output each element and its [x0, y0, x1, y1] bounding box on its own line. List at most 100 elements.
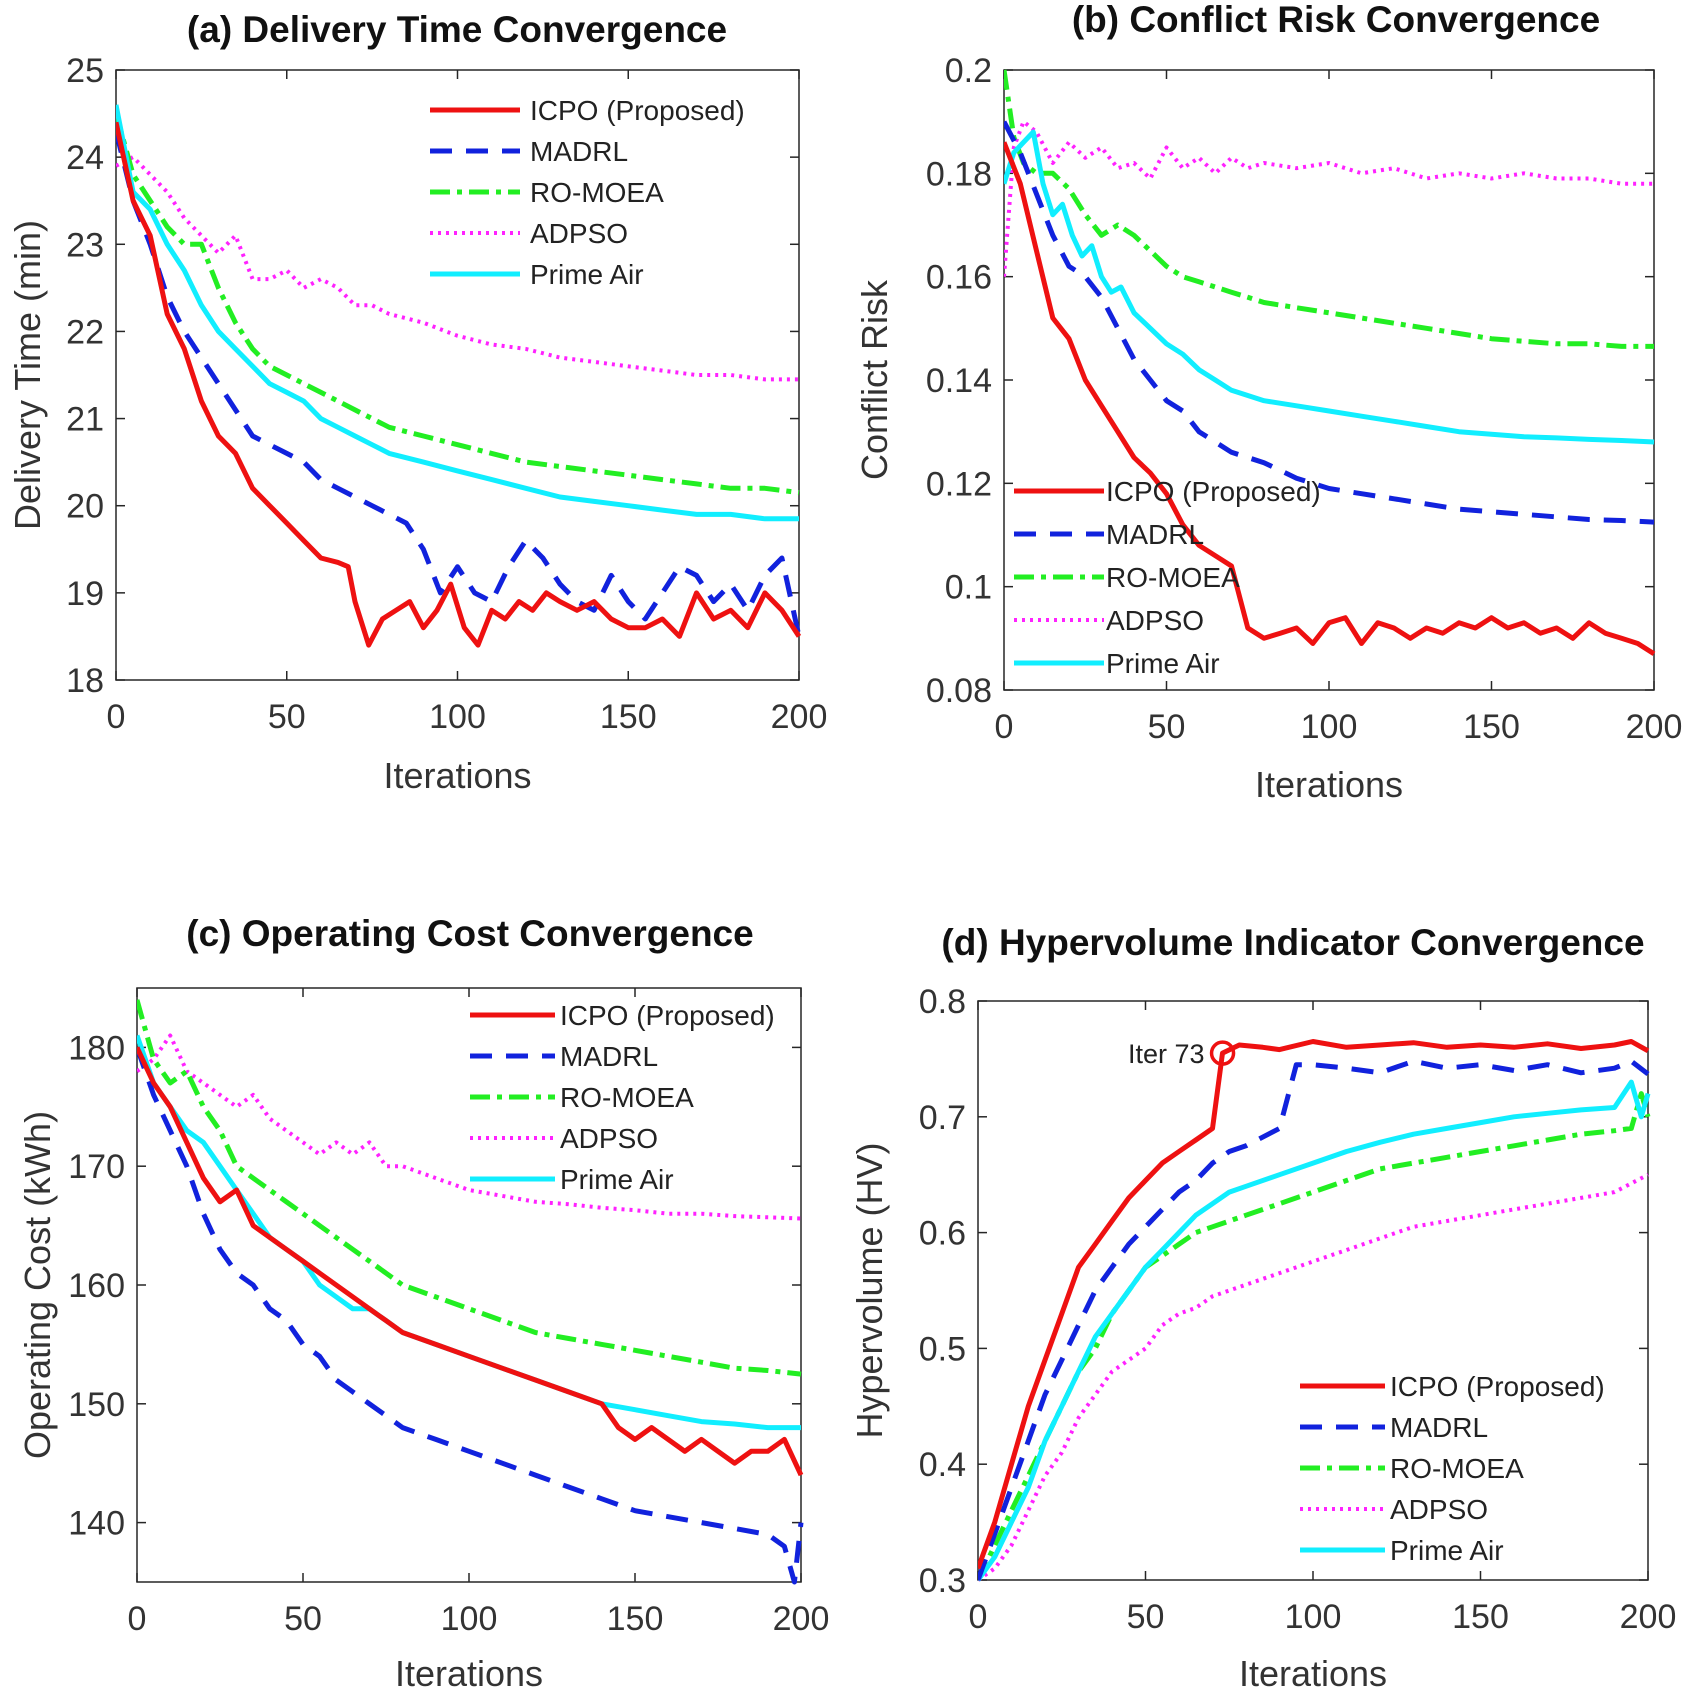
chart-title: (a) Delivery Time Convergence — [187, 9, 727, 50]
y-tick-label: 20 — [66, 488, 104, 526]
y-tick-label: 0.6 — [919, 1215, 966, 1253]
y-tick-label: 0.1 — [945, 569, 992, 607]
series-line-adpso — [978, 1172, 1649, 1582]
y-axis-label: Hypervolume (HV) — [849, 1142, 890, 1438]
series-line-ro-moea — [116, 112, 800, 496]
x-tick-label: 200 — [1626, 708, 1683, 746]
y-axis-label: Delivery Time (min) — [7, 220, 48, 530]
legend-label-ro-moea: RO-MOEA — [530, 177, 664, 208]
legend-label-adpso: ADPSO — [530, 218, 628, 249]
y-tick-label: 0.18 — [926, 155, 992, 193]
legend-label-madrl: MADRL — [1106, 519, 1204, 550]
x-axis-label: Iterations — [1239, 1653, 1387, 1694]
series-line-prime-air — [137, 1034, 801, 1431]
panel-b: (b) Conflict Risk Convergence 0 50 100 150 20… — [854, 0, 1682, 805]
legend-label-icpo-proposed: ICPO (Proposed) — [530, 95, 745, 126]
series-line-ro-moea — [137, 999, 802, 1377]
panel-c: (c) Operating Cost Convergence 0 50 100 150 2… — [17, 913, 829, 1694]
y-axis-label: Operating Cost (kWh) — [17, 1111, 58, 1459]
x-tick-label: 200 — [773, 1600, 830, 1638]
chart-title: (d) Hypervolume Indicator Convergence — [941, 922, 1644, 963]
legend-label-ro-moea: RO-MOEA — [1390, 1453, 1524, 1484]
y-tick-label: 0.16 — [926, 259, 992, 297]
series-line-ro-moea — [1004, 69, 1654, 349]
x-tick-label: 0 — [995, 708, 1014, 746]
panel-a: (a) Delivery Time Convergence 0 50 100 150 20… — [7, 9, 827, 796]
y-tick-label: 180 — [68, 1029, 125, 1067]
legend-label-icpo-proposed: ICPO (Proposed) — [1390, 1371, 1605, 1402]
x-tick-label: 50 — [268, 698, 306, 736]
y-tick-label: 23 — [66, 226, 104, 264]
series-line-adpso — [137, 1033, 802, 1221]
legend-label-prime-air: Prime Air — [560, 1164, 674, 1195]
panel-d: (d) Hypervolume Indicator Convergence 0 50… — [849, 922, 1676, 1694]
x-axis-label: Iterations — [395, 1653, 543, 1694]
legend-label-ro-moea: RO-MOEA — [560, 1082, 694, 1113]
y-tick-label: 0.3 — [919, 1562, 966, 1600]
plot-frame — [115, 69, 800, 681]
y-tick-label: 0.12 — [926, 465, 992, 503]
x-tick-label: 150 — [1452, 1598, 1509, 1636]
y-tick-label: 18 — [66, 662, 104, 700]
series-line-icpo-proposed — [116, 121, 802, 648]
series-line-icpo-proposed — [978, 1039, 1650, 1570]
series-line-adpso — [1004, 119, 1654, 277]
legend: ICPO (Proposed) MADRL RO-MOEA ADPSO Prime Ai… — [1014, 476, 1321, 679]
legend-label-adpso: ADPSO — [1106, 605, 1204, 636]
x-tick-label: 100 — [441, 1600, 498, 1638]
x-tick-label: 100 — [429, 698, 486, 736]
y-tick-label: 24 — [66, 139, 104, 177]
chart-title: (c) Operating Cost Convergence — [186, 913, 753, 954]
annotation-marker — [1209, 1040, 1236, 1066]
y-tick-label: 25 — [66, 52, 104, 90]
y-tick-label: 140 — [68, 1505, 125, 1543]
legend-label-prime-air: Prime Air — [1106, 648, 1220, 679]
x-tick-label: 150 — [1463, 708, 1520, 746]
y-tick-label: 0.08 — [926, 672, 992, 710]
legend-label-prime-air: Prime Air — [530, 259, 644, 290]
x-tick-label: 100 — [1285, 1598, 1342, 1636]
series-line-madrl — [116, 130, 802, 637]
series-line-ro-moea — [978, 1091, 1651, 1582]
x-tick-label: 0 — [107, 698, 126, 736]
x-tick-label: 50 — [1127, 1598, 1165, 1636]
series-line-prime-air — [116, 104, 799, 522]
legend-label-madrl: MADRL — [1390, 1412, 1488, 1443]
legend: ICPO (Proposed) MADRL RO-MOEA ADPSO Prime Ai… — [1300, 1371, 1605, 1566]
x-tick-label: 0 — [128, 1600, 147, 1638]
y-tick-label: 22 — [66, 313, 104, 351]
y-tick-label: 21 — [66, 401, 104, 439]
y-tick-label: 0.14 — [926, 362, 992, 400]
chart-title: (b) Conflict Risk Convergence — [1072, 0, 1600, 40]
y-tick-label: 150 — [68, 1386, 125, 1424]
legend: ICPO (Proposed) MADRL RO-MOEA ADPSO Prime Ai… — [470, 1000, 775, 1195]
legend-label-ro-moea: RO-MOEA — [1106, 562, 1240, 593]
y-tick-label: 0.7 — [919, 1099, 966, 1137]
y-tick-label: 0.8 — [919, 983, 966, 1021]
series-line-prime-air — [1004, 129, 1655, 445]
series-line-madrl — [1004, 120, 1655, 525]
y-tick-label: 0.4 — [919, 1446, 966, 1484]
plot-frame — [136, 987, 802, 1583]
series-line-icpo-proposed — [137, 1046, 804, 1477]
series-line-icpo-proposed — [1004, 141, 1656, 656]
legend-label-adpso: ADPSO — [1390, 1494, 1488, 1525]
x-tick-label: 50 — [284, 1600, 322, 1638]
x-tick-label: 150 — [607, 1600, 664, 1638]
series-line-prime-air — [978, 1079, 1651, 1582]
series-line-madrl — [978, 1058, 1650, 1581]
x-tick-label: 150 — [600, 698, 657, 736]
x-tick-label: 200 — [771, 698, 828, 736]
x-tick-label: 0 — [969, 1598, 988, 1636]
legend-label-madrl: MADRL — [560, 1041, 658, 1072]
y-tick-label: 160 — [68, 1267, 125, 1305]
legend-label-madrl: MADRL — [530, 136, 628, 167]
y-axis-label: Conflict Risk — [854, 279, 895, 480]
y-tick-label: 170 — [68, 1148, 125, 1186]
x-axis-label: Iterations — [383, 755, 531, 796]
legend: ICPO (Proposed) MADRL RO-MOEA ADPSO Prime Ai… — [430, 95, 745, 290]
series-line-madrl — [137, 1046, 804, 1585]
legend-label-prime-air: Prime Air — [1390, 1535, 1504, 1566]
y-tick-label: 19 — [66, 575, 104, 613]
